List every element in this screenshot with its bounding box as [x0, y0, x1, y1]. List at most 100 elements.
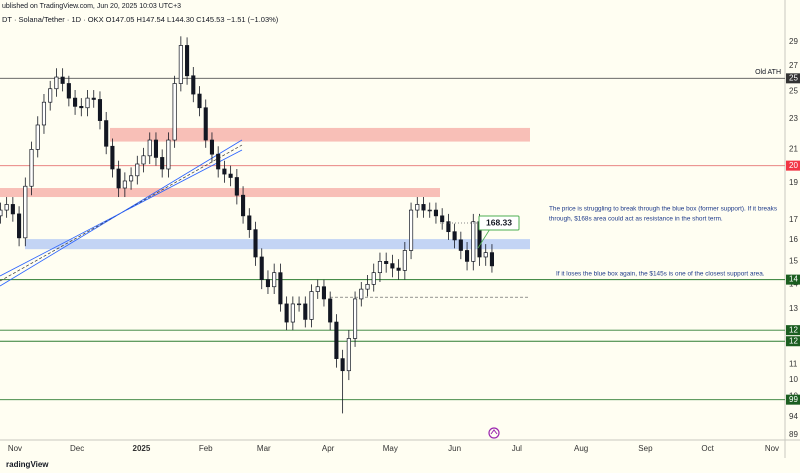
y-tick-label: 15: [789, 256, 798, 265]
price-tag-label: 99: [789, 395, 798, 404]
symbol-legend: DT · Solana/Tether · 1D · OKX O147.05 H1…: [2, 15, 279, 24]
candle-body: [85, 97, 90, 109]
candle-body: [141, 155, 146, 165]
candle-body: [340, 358, 345, 372]
candle-body: [427, 209, 432, 212]
candle-body: [458, 239, 463, 251]
candle-body: [66, 83, 71, 99]
candle-body: [384, 261, 389, 264]
candle-body: [446, 221, 451, 233]
x-tick-label: Feb: [199, 444, 213, 453]
price-zone: [0, 188, 440, 198]
candle-body: [452, 231, 457, 241]
candle-body: [278, 272, 283, 305]
target-box: [478, 215, 520, 231]
x-tick-label: Dec: [70, 444, 84, 453]
candle-body: [471, 221, 476, 262]
y-tick-label: 11: [789, 360, 798, 369]
candle-body: [191, 75, 196, 95]
x-tick-label: May: [383, 444, 398, 453]
candle-body: [110, 145, 115, 170]
price-tag-label: 20: [789, 161, 798, 170]
candle-body: [41, 101, 47, 126]
candle-body: [17, 213, 22, 239]
y-tick-label: 21: [789, 145, 798, 154]
target-pointer: [477, 228, 491, 249]
candle-body: [135, 163, 140, 177]
candle-body: [365, 283, 370, 290]
candle-body: [147, 139, 152, 157]
candle-body: [222, 168, 227, 175]
candle-body: [421, 204, 426, 211]
price-tag: [786, 73, 800, 84]
annotation: The price is struggling to break through…: [549, 206, 777, 213]
candle-body: [328, 298, 333, 323]
candle-body: [371, 272, 376, 285]
candle-body: [440, 215, 445, 223]
y-tick-label: 29: [789, 37, 798, 46]
candle-body: [60, 76, 65, 84]
price-tag-label: 12: [789, 325, 798, 334]
candle-body: [247, 215, 252, 231]
candle-body: [253, 229, 258, 258]
y-tick-label: 23: [789, 114, 798, 123]
alert-icon[interactable]: [488, 427, 500, 439]
candle-body: [122, 180, 127, 189]
x-tick-label: Sep: [638, 444, 653, 453]
plot-bg: [0, 0, 785, 440]
candle-body: [129, 175, 134, 182]
price-tag-label: 25: [789, 73, 798, 82]
candle-body: [321, 286, 327, 300]
target-label: 168.33: [486, 217, 512, 227]
candle-body: [272, 272, 277, 288]
candle-body: [353, 298, 358, 339]
candle-body: [465, 250, 470, 262]
candle-body: [433, 209, 438, 217]
candle-body: [334, 321, 339, 359]
candle-body: [91, 97, 96, 100]
brand: radingView: [6, 460, 49, 469]
candle-body: [228, 173, 233, 178]
candle-body: [104, 120, 109, 147]
candle-body: [297, 303, 302, 306]
candle-body: [153, 139, 159, 158]
candle-body: [489, 252, 494, 267]
candle-body: [178, 45, 183, 84]
price-tag: [786, 325, 800, 336]
candle-body: [241, 194, 246, 217]
candle-body: [166, 139, 171, 170]
candle-body: [79, 106, 84, 109]
published: ublished on TradingView.com, Jun 20, 202…: [2, 3, 181, 10]
y-tick-label: 13: [789, 304, 798, 313]
annotation: through, $168s area could act as resista…: [549, 216, 723, 223]
price-tag: [786, 336, 800, 347]
candle-body: [415, 204, 420, 211]
candle-body: [303, 303, 308, 320]
candle-body: [402, 250, 407, 271]
candle-body: [73, 97, 78, 107]
candle-body: [390, 263, 395, 269]
y-tick-label: 89: [789, 430, 798, 439]
y-tick-label: 25: [789, 86, 798, 95]
candle-body: [97, 99, 103, 121]
candle-body: [10, 204, 15, 215]
candle-body: [265, 279, 271, 288]
candle-body: [377, 261, 383, 274]
candle-body: [172, 83, 177, 141]
y-tick-label: 94: [789, 412, 798, 421]
x-tick-label: Jul: [512, 444, 522, 453]
x-tick-label: Apr: [322, 444, 335, 453]
y-tick-label: 16: [789, 235, 798, 244]
candle-body: [409, 209, 414, 251]
candle-body: [116, 168, 121, 189]
x-tick-label: Mar: [257, 444, 271, 453]
candle-body: [259, 256, 264, 280]
channel-mid: [0, 144, 243, 282]
x-tick-label: Oct: [701, 444, 714, 453]
candle-body: [4, 204, 9, 211]
candle-body: [48, 88, 53, 103]
candle-body: [203, 107, 208, 141]
x-tick-label: Nov: [765, 444, 779, 453]
candle-body: [290, 303, 295, 323]
